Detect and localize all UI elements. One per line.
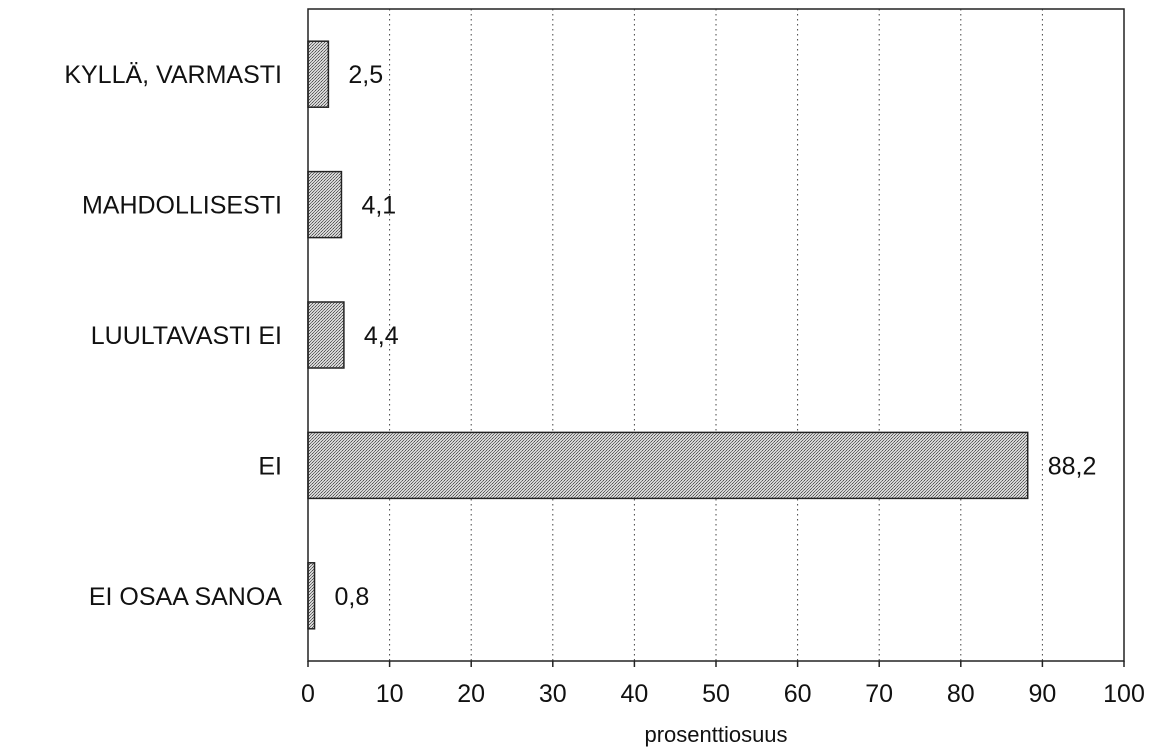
x-tick-label: 20 <box>457 680 485 708</box>
x-tick-label: 60 <box>784 680 812 708</box>
bars <box>307 40 1029 630</box>
category-label: MAHDOLLISESTI <box>82 192 282 220</box>
bar <box>307 40 330 108</box>
data-label: 4,4 <box>364 322 399 350</box>
x-tick-label: 10 <box>376 680 404 708</box>
x-tick-label: 70 <box>865 680 893 708</box>
bar <box>307 562 316 630</box>
x-tick-label: 80 <box>947 680 975 708</box>
gridlines <box>307 9 1125 667</box>
category-label: KYLLÄ, VARMASTI <box>64 61 282 89</box>
x-tick-label: 30 <box>539 680 567 708</box>
x-tick-label: 0 <box>301 680 315 708</box>
x-tick-label: 100 <box>1103 680 1145 708</box>
x-tick-label: 50 <box>702 680 730 708</box>
labels: 0 10 20 30 40 50 60 70 80 90 100 KYLLÄ, VARMASTI 2,5… <box>64 61 1145 708</box>
bar <box>307 431 1029 500</box>
data-label: 4,1 <box>361 192 396 220</box>
x-tick-label: 40 <box>620 680 648 708</box>
category-label: EI OSAA SANOA <box>89 583 282 611</box>
category-label: LUULTAVASTI EI <box>91 322 282 350</box>
data-label: 0,8 <box>335 583 370 611</box>
plot-frame <box>307 8 1125 662</box>
bar <box>307 301 345 369</box>
data-label: 2,5 <box>348 61 383 89</box>
x-axis-title: prosenttiosuus <box>644 722 787 747</box>
category-label: EI <box>258 452 282 480</box>
x-tick-label: 90 <box>1028 680 1056 708</box>
bar <box>307 170 343 239</box>
data-label: 88,2 <box>1048 452 1097 480</box>
